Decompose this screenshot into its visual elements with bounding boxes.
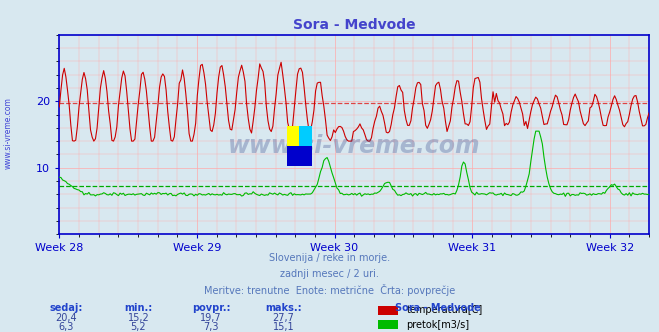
Text: 27,7: 27,7 [272, 313, 295, 323]
Text: www.si-vreme.com: www.si-vreme.com [3, 97, 13, 169]
Text: 5,2: 5,2 [130, 322, 146, 332]
Text: 15,1: 15,1 [273, 322, 294, 332]
Text: 6,3: 6,3 [58, 322, 74, 332]
Text: maks.:: maks.: [265, 303, 302, 313]
Text: Sora - Medvode: Sora - Medvode [395, 303, 481, 313]
Text: 20,4: 20,4 [55, 313, 76, 323]
Text: Slovenija / reke in morje.: Slovenija / reke in morje. [269, 253, 390, 263]
Bar [287, 126, 299, 146]
Text: www.si-vreme.com: www.si-vreme.com [228, 134, 480, 158]
Bar [378, 320, 398, 329]
Text: pretok[m3/s]: pretok[m3/s] [407, 319, 469, 330]
Bar [287, 146, 312, 166]
Text: zadnji mesec / 2 uri.: zadnji mesec / 2 uri. [280, 269, 379, 279]
Bar [299, 126, 312, 146]
Text: temperatura[C]: temperatura[C] [407, 305, 482, 315]
Text: 7,3: 7,3 [203, 322, 219, 332]
Title: Sora - Medvode: Sora - Medvode [293, 18, 416, 32]
Text: 19,7: 19,7 [200, 313, 221, 323]
Text: povpr.:: povpr.: [192, 303, 230, 313]
Text: Meritve: trenutne  Enote: metrične  Črta: povprečje: Meritve: trenutne Enote: metrične Črta: … [204, 284, 455, 296]
Text: 15,2: 15,2 [127, 313, 150, 323]
Text: sedaj:: sedaj: [49, 303, 82, 313]
Bar [378, 306, 398, 315]
Text: min.:: min.: [125, 303, 152, 313]
